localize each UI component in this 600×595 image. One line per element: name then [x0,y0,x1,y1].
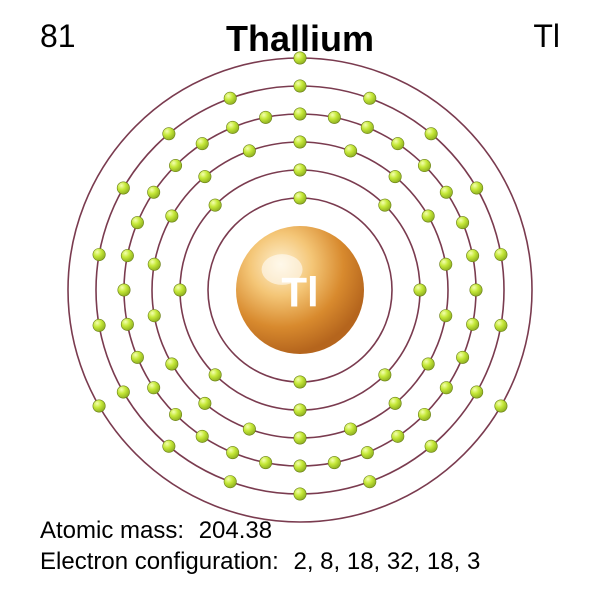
electron [418,159,430,171]
electron [118,284,130,296]
electron [294,164,306,176]
bohr-diagram: Tl [60,50,540,530]
electron [294,404,306,416]
electron [294,108,306,120]
electron [364,92,376,104]
electron [425,440,437,452]
electron [418,408,430,420]
electron [495,319,507,331]
electron [425,128,437,140]
electron [361,121,373,133]
electron [196,430,208,442]
electron [243,145,255,157]
electron [93,319,105,331]
electron [131,216,143,228]
electron [199,397,211,409]
electron [163,440,175,452]
electron [147,382,159,394]
electron-config-line: Electron configuration: 2, 8, 18, 32, 18… [40,546,480,577]
electron [414,284,426,296]
electron [121,249,133,261]
electron [226,446,238,458]
electron [344,423,356,435]
electron [440,186,452,198]
electron [169,159,181,171]
electron [422,210,434,222]
electron [224,476,236,488]
electron [117,182,129,194]
electron-config-value: 2, 8, 18, 32, 18, 3 [293,548,480,575]
atomic-mass-label: Atomic mass: [40,517,184,544]
electron [364,476,376,488]
electron [117,386,129,398]
electron [294,460,306,472]
electron [440,382,452,394]
electron [392,137,404,149]
electron [456,351,468,363]
electron [379,199,391,211]
electron [169,408,181,420]
electron [166,358,178,370]
footer: Atomic mass: 204.38 Electron configurati… [40,515,480,577]
electron [226,121,238,133]
electron [422,358,434,370]
electron [209,369,221,381]
electron [328,456,340,468]
electron [392,430,404,442]
electron [440,310,452,322]
electron [294,488,306,500]
electron [466,249,478,261]
electron [224,92,236,104]
electron [199,170,211,182]
electron [495,248,507,260]
electron [93,248,105,260]
electron [131,351,143,363]
electron [294,136,306,148]
electron [259,111,271,123]
electron [147,186,159,198]
atomic-mass-line: Atomic mass: 204.38 [40,515,480,546]
electron [294,376,306,388]
electron [259,456,271,468]
bohr-svg: Tl [60,50,540,530]
nucleus-label: Tl [281,269,318,316]
electron [148,258,160,270]
electron [174,284,186,296]
electron [440,258,452,270]
atomic-mass-value: 204.38 [199,517,272,544]
electron [456,216,468,228]
electron [294,52,306,64]
electron [470,182,482,194]
electron [93,400,105,412]
electron [470,386,482,398]
electron [163,128,175,140]
electron [294,80,306,92]
electron-config-label: Electron configuration: [40,548,279,575]
electron [121,318,133,330]
electron [466,318,478,330]
electron [294,432,306,444]
electron [344,145,356,157]
electron [209,199,221,211]
electron [495,400,507,412]
electron [361,446,373,458]
electron [389,170,401,182]
nucleus-group: Tl [236,226,364,354]
electron [379,369,391,381]
electron [166,210,178,222]
electron [389,397,401,409]
electron [470,284,482,296]
electron [148,310,160,322]
electron [243,423,255,435]
electron [196,137,208,149]
electron [294,192,306,204]
electron [328,111,340,123]
